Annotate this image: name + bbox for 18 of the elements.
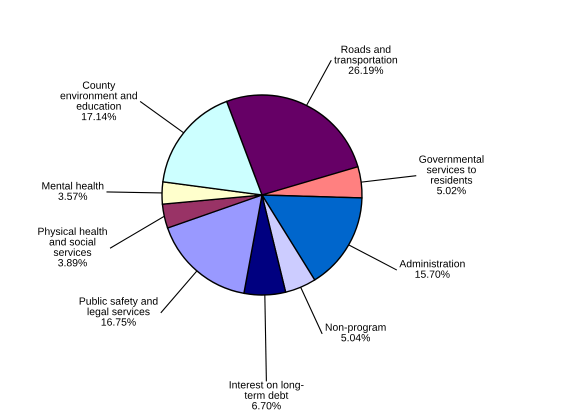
data-label: 15.70% [415, 270, 450, 278]
slice-label: Non-program [326, 324, 386, 333]
data-label: 17.14% [82, 112, 116, 120]
slice-label: Interest on long- term debt [230, 380, 304, 399]
slice-label: Roads and transportation [334, 45, 398, 66]
data-label: 5.04% [341, 334, 370, 342]
slice-label: County environment and education [60, 81, 137, 110]
slice-label: Administration [399, 260, 465, 268]
slice-label: Governmental services to residents [419, 155, 484, 184]
data-label: 3.57% [58, 192, 88, 200]
data-label: 16.75% [102, 318, 136, 326]
data-label: 6.70% [252, 402, 281, 410]
slice-label: Public safety and legal services [80, 297, 158, 318]
data-label: 3.89% [58, 259, 87, 266]
data-label: 5.02% [437, 186, 466, 194]
slice-label: Physical health and social services [38, 227, 107, 256]
slice-label: Mental health [42, 182, 104, 190]
data-label: 26.19% [348, 66, 384, 74]
